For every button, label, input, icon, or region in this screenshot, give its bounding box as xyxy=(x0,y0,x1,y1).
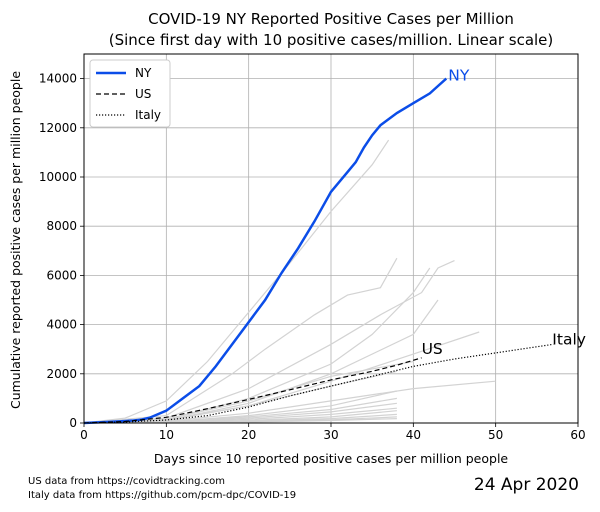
axes: 0 10 20 30 40 50 60 0 2000 4000 6000 8000 10000 12000… xyxy=(39,53,586,442)
end-label-us: US xyxy=(422,340,443,358)
x-tick-label: 10 xyxy=(159,428,174,442)
date-label: 24 Apr 2020 xyxy=(473,475,579,495)
legend-label-us: US xyxy=(135,87,151,101)
end-label-italy: Italy xyxy=(552,330,586,348)
y-tick-label: 12000 xyxy=(39,121,77,135)
end-labels: NY US Italy xyxy=(422,67,586,358)
legend: NY US Italy xyxy=(89,59,171,128)
background-series-line xyxy=(83,331,480,424)
y-tick-label: 6000 xyxy=(46,268,77,282)
background-series-line xyxy=(83,260,455,424)
x-tick-label: 20 xyxy=(241,428,256,442)
source-note-us: US data from https://covidtracking.com xyxy=(28,476,225,487)
y-tick-label: 2000 xyxy=(46,367,77,381)
series-line-ny xyxy=(83,77,448,425)
background-series-line xyxy=(83,139,390,424)
background-series-line xyxy=(83,380,496,424)
y-tick-label: 4000 xyxy=(46,318,77,332)
background-series-line xyxy=(83,257,398,424)
series-line-us xyxy=(83,357,422,424)
x-axis-label: Days since 10 reported positive cases pe… xyxy=(154,451,509,466)
grid xyxy=(83,54,579,424)
chart: COVID-19 NY Reported Positive Cases per … xyxy=(8,10,586,466)
main-series xyxy=(83,77,554,425)
source-note-italy: Italy data from https://github.com/pcm-d… xyxy=(28,490,297,501)
x-tick-label: 60 xyxy=(570,428,585,442)
y-axis-label: Cumulative reported positive cases per m… xyxy=(8,71,23,409)
x-tick-label: 0 xyxy=(80,428,88,442)
y-tick-label: 10000 xyxy=(39,170,77,184)
series-line-italy xyxy=(83,343,554,424)
end-label-ny: NY xyxy=(448,67,470,85)
legend-label-ny: NY xyxy=(135,66,152,80)
y-tick-label: 0 xyxy=(69,416,77,430)
y-tick-label: 14000 xyxy=(39,72,77,86)
background-series xyxy=(83,139,496,424)
x-tick-label: 30 xyxy=(323,428,338,442)
plot-frame xyxy=(83,53,579,424)
x-tick-label: 40 xyxy=(406,428,421,442)
y-tick-label: 8000 xyxy=(46,219,77,233)
chart-title: COVID-19 NY Reported Positive Cases per … xyxy=(148,10,514,28)
legend-box xyxy=(89,59,171,128)
x-tick-label: 50 xyxy=(488,428,503,442)
chart-subtitle: (Since first day with 10 positive cases/… xyxy=(109,31,554,49)
legend-label-italy: Italy xyxy=(135,108,161,122)
